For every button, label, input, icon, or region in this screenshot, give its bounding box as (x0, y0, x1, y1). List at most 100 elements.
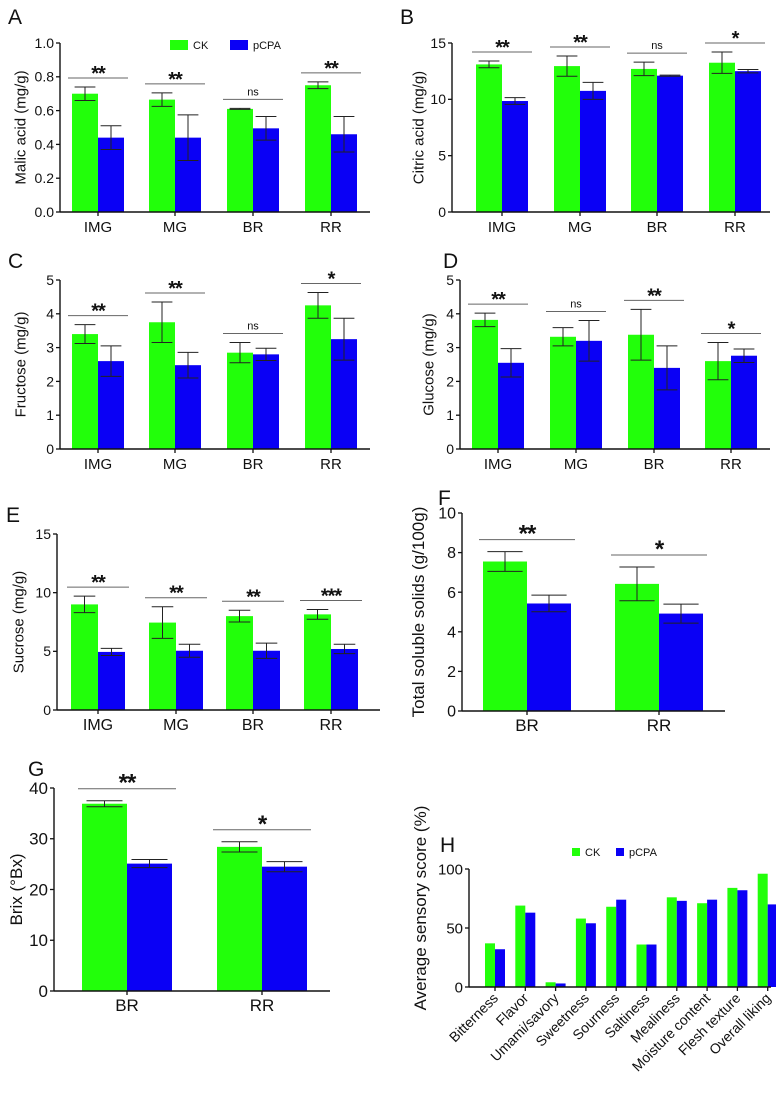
bar-ck-overall-liking (757, 873, 768, 987)
panel-letter: F (438, 487, 451, 510)
error-bar (619, 566, 655, 602)
x-tick-label: MG (564, 456, 588, 473)
y-tick-label: 10 (35, 585, 51, 601)
error-bar (504, 97, 526, 105)
bar-pcpa-mg (175, 365, 201, 449)
error-bar (100, 647, 123, 656)
error-bar (255, 642, 278, 659)
y-tick-label: 20 (29, 880, 48, 899)
panel-letter: H (440, 834, 455, 857)
y-tick-label: 0.4 (35, 136, 55, 152)
y-tick-label: 5 (43, 643, 51, 659)
bar-pcpa-bitterness (495, 949, 505, 987)
significance-label: ** (91, 301, 106, 323)
y-tick-label: 5 (438, 148, 446, 164)
y-axis-label: Fructose (mg/g) (12, 312, 29, 418)
error-bar (307, 292, 329, 319)
error-bar (255, 116, 277, 141)
x-tick-label: BR (644, 456, 665, 473)
error-bar (131, 859, 168, 869)
x-tick-label: MG (163, 219, 187, 236)
x-tick-label: RR (320, 456, 342, 473)
bar-ck-br (82, 803, 127, 991)
bar-pcpa-sweetness (585, 923, 596, 987)
error-bar (333, 643, 356, 655)
bar-ck-mg (149, 99, 175, 212)
significance-label: ** (573, 32, 588, 54)
y-tick-label: 0 (446, 441, 454, 457)
error-bar (151, 92, 173, 107)
y-axis-label: Malic acid (mg/g) (12, 70, 29, 184)
y-tick-label: 2 (447, 664, 456, 681)
bar-pcpa-br (657, 75, 683, 212)
bar-pcpa-br (253, 650, 280, 710)
error-bar (178, 643, 201, 658)
x-tick-label: RR (724, 219, 746, 236)
y-tick-label: 1 (446, 407, 454, 423)
y-tick-label: 0 (438, 204, 446, 220)
bar-pcpa-flavor (525, 912, 536, 987)
y-axis-label: Total soluble solids (g/100g) (409, 507, 428, 718)
significance-label: * (328, 269, 336, 291)
bar-ck-br (227, 352, 253, 449)
y-tick-label: 100 (438, 861, 463, 878)
y-axis-label: Brix (°Bx) (7, 854, 26, 926)
bar-pcpa-mg (176, 650, 203, 710)
panel-e: E Sucrose (mg/g) ** IMG ** MG ** BR *** RR 0 5 10 15 (6, 504, 380, 734)
y-tick-label: 1.0 (35, 35, 55, 51)
bar-ck-saltiness (636, 944, 647, 987)
error-bar (663, 603, 699, 624)
significance-label: ** (169, 583, 184, 605)
bar-ck-br (483, 561, 527, 711)
legend-swatch-pcpa (230, 40, 248, 50)
bar-pcpa-rr (731, 355, 757, 449)
x-tick-label: RR (250, 996, 275, 1015)
bar-ck-sweetness (575, 918, 586, 987)
panel-letter: D (443, 250, 458, 273)
y-tick-label: 0 (46, 441, 54, 457)
bar-ck-rr (615, 583, 659, 711)
bar-pcpa-moisture-content (707, 899, 718, 987)
y-tick-label: 40 (29, 779, 48, 798)
y-tick-label: 0.8 (35, 69, 55, 85)
bar-ck-rr (709, 62, 735, 212)
y-axis-label: Average sensory score (%) (411, 806, 430, 1011)
error-bar (531, 594, 567, 613)
bar-pcpa-img (98, 651, 125, 710)
y-tick-label: 15 (35, 526, 51, 542)
x-tick-label: IMG (83, 717, 113, 734)
error-bar (578, 320, 600, 362)
y-tick-label: 0 (455, 979, 463, 996)
bar-pcpa-br (253, 128, 279, 212)
error-bar (333, 116, 355, 153)
y-tick-label: 10 (430, 91, 446, 107)
bar-pcpa-overall-liking (767, 904, 776, 987)
significance-label: ** (495, 37, 510, 59)
bar-pcpa-rr (331, 648, 358, 710)
error-bar (630, 308, 652, 361)
bar-pcpa-img (502, 101, 528, 212)
panel-c: C Fructose (mg/g) ** IMG ** MG ns BR * RR 0 1 2 3 4 5 (8, 250, 370, 473)
y-axis-label: Sucrose (mg/g) (10, 571, 27, 674)
bar-ck-rr (304, 614, 331, 710)
y-tick-label: 50 (446, 920, 463, 937)
x-tick-label: RR (319, 717, 342, 734)
bar-ck-umami-savory (545, 982, 556, 987)
y-tick-label: 2 (446, 373, 454, 389)
error-bar (229, 107, 251, 110)
panel-a: A Malic acid (mg/g) ** IMG ** MG ns BR ** RR 0.0 0.… (8, 6, 370, 236)
panel-letter: A (8, 6, 22, 29)
x-tick-label: IMG (84, 456, 112, 473)
bar-pcpa-rr (735, 71, 761, 213)
bar-ck-rr (305, 305, 331, 449)
y-tick-label: 10 (438, 506, 456, 523)
error-bar (86, 800, 123, 808)
bar-pcpa-mg (580, 90, 606, 212)
error-bar (151, 606, 174, 639)
legend-label-pcpa: pCPA (253, 40, 282, 52)
x-tick-label: BR (242, 717, 264, 734)
y-tick-label: 5 (446, 272, 454, 288)
bar-ck-mealiness (666, 897, 677, 987)
panel-letter: B (400, 6, 414, 29)
